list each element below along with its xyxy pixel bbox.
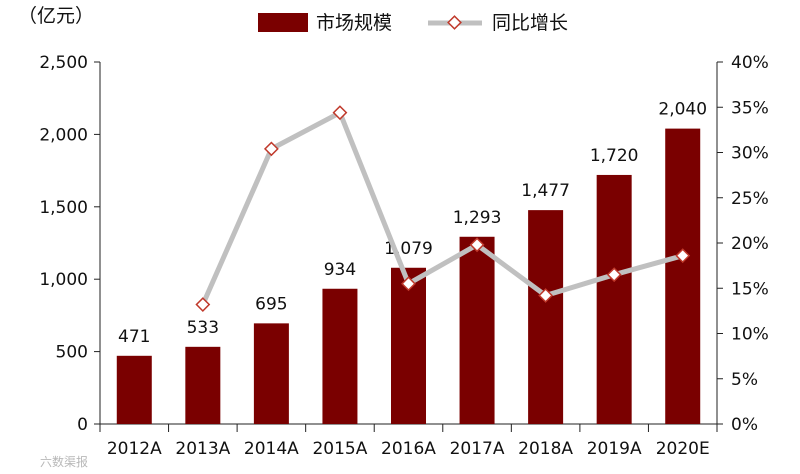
- left-tick-label: 2,500: [39, 53, 88, 73]
- legend-line-marker: [447, 15, 462, 30]
- x-tick-label: 2020E: [656, 439, 710, 459]
- left-axis: 0 500 1,000 1,500 2,000 2,500: [39, 53, 101, 435]
- right-tick-label: 25%: [731, 189, 769, 209]
- x-tick-label: 2019A: [587, 439, 642, 459]
- growth-point-marker: [401, 276, 416, 292]
- bar-value-label: 1,477: [521, 181, 570, 201]
- x-tick-label: 2014A: [244, 439, 299, 459]
- x-tick-label: 2016A: [381, 439, 436, 459]
- unit-label: （亿元）: [18, 5, 94, 27]
- legend-bar-swatch: [258, 13, 308, 32]
- right-tick-label: 0%: [731, 415, 758, 435]
- bar-value-label: 1,293: [453, 208, 502, 228]
- right-tick-label: 20%: [731, 234, 769, 254]
- growth-point-marker: [469, 237, 485, 253]
- x-tick-label: 2017A: [450, 439, 505, 459]
- growth-line-path: [200, 110, 684, 306]
- right-tick-label: 35%: [731, 98, 769, 118]
- x-axis: 2012A 2013A 2014A 2015A 2016A 2017A 2018A 2019A…: [99, 423, 718, 459]
- legend-bar-label: 市场规模: [316, 12, 392, 34]
- left-tick-label: 500: [56, 343, 88, 363]
- bar: [116, 355, 152, 424]
- bar: [391, 267, 426, 424]
- bars: [116, 128, 701, 424]
- left-tick-label: 0: [77, 415, 88, 435]
- watermark: 六数渠报: [40, 454, 88, 469]
- bar-value-label: 695: [255, 294, 287, 314]
- bar-value-label: 2,040: [658, 100, 707, 120]
- growth-point-marker: [332, 105, 348, 121]
- right-tick-label: 40%: [731, 53, 769, 73]
- growth-point-marker: [675, 248, 691, 264]
- bar: [322, 288, 358, 424]
- bar-value-label: 934: [324, 260, 356, 280]
- x-tick-label: 2018A: [518, 439, 573, 459]
- left-tick-label: 1,500: [39, 198, 88, 218]
- right-tick-label: 10%: [731, 325, 769, 345]
- bar-value-label: 1,720: [590, 146, 639, 166]
- legend-line-label: 同比增长: [492, 12, 568, 34]
- left-tick-label: 1,000: [39, 270, 88, 290]
- bar: [596, 174, 632, 424]
- growth-point-marker: [606, 267, 622, 283]
- bar: [253, 323, 289, 424]
- left-tick-label: 2,000: [39, 125, 88, 145]
- bar: [459, 236, 495, 424]
- legend: 市场规模 同比增长: [258, 12, 568, 34]
- bar-value-label: 533: [187, 318, 219, 338]
- right-axis: 0% 5% 10% 15% 20% 25% 30% 35% 40%: [716, 53, 769, 435]
- x-tick-label: 2012A: [107, 439, 162, 459]
- right-tick-label: 5%: [731, 370, 758, 390]
- growth-point-marker: [538, 288, 554, 303]
- right-tick-label: 15%: [731, 279, 769, 299]
- growth-point-marker: [195, 297, 211, 312]
- growth-point-marker: [263, 141, 279, 157]
- bar: [185, 346, 221, 424]
- growth-line: [195, 105, 691, 312]
- x-tick-label: 2013A: [175, 439, 230, 459]
- bar-value-label: 471: [118, 327, 150, 347]
- x-tick-label: 2015A: [312, 439, 367, 459]
- bar: [665, 128, 701, 424]
- right-tick-label: 30%: [731, 144, 769, 164]
- bar: [528, 210, 564, 424]
